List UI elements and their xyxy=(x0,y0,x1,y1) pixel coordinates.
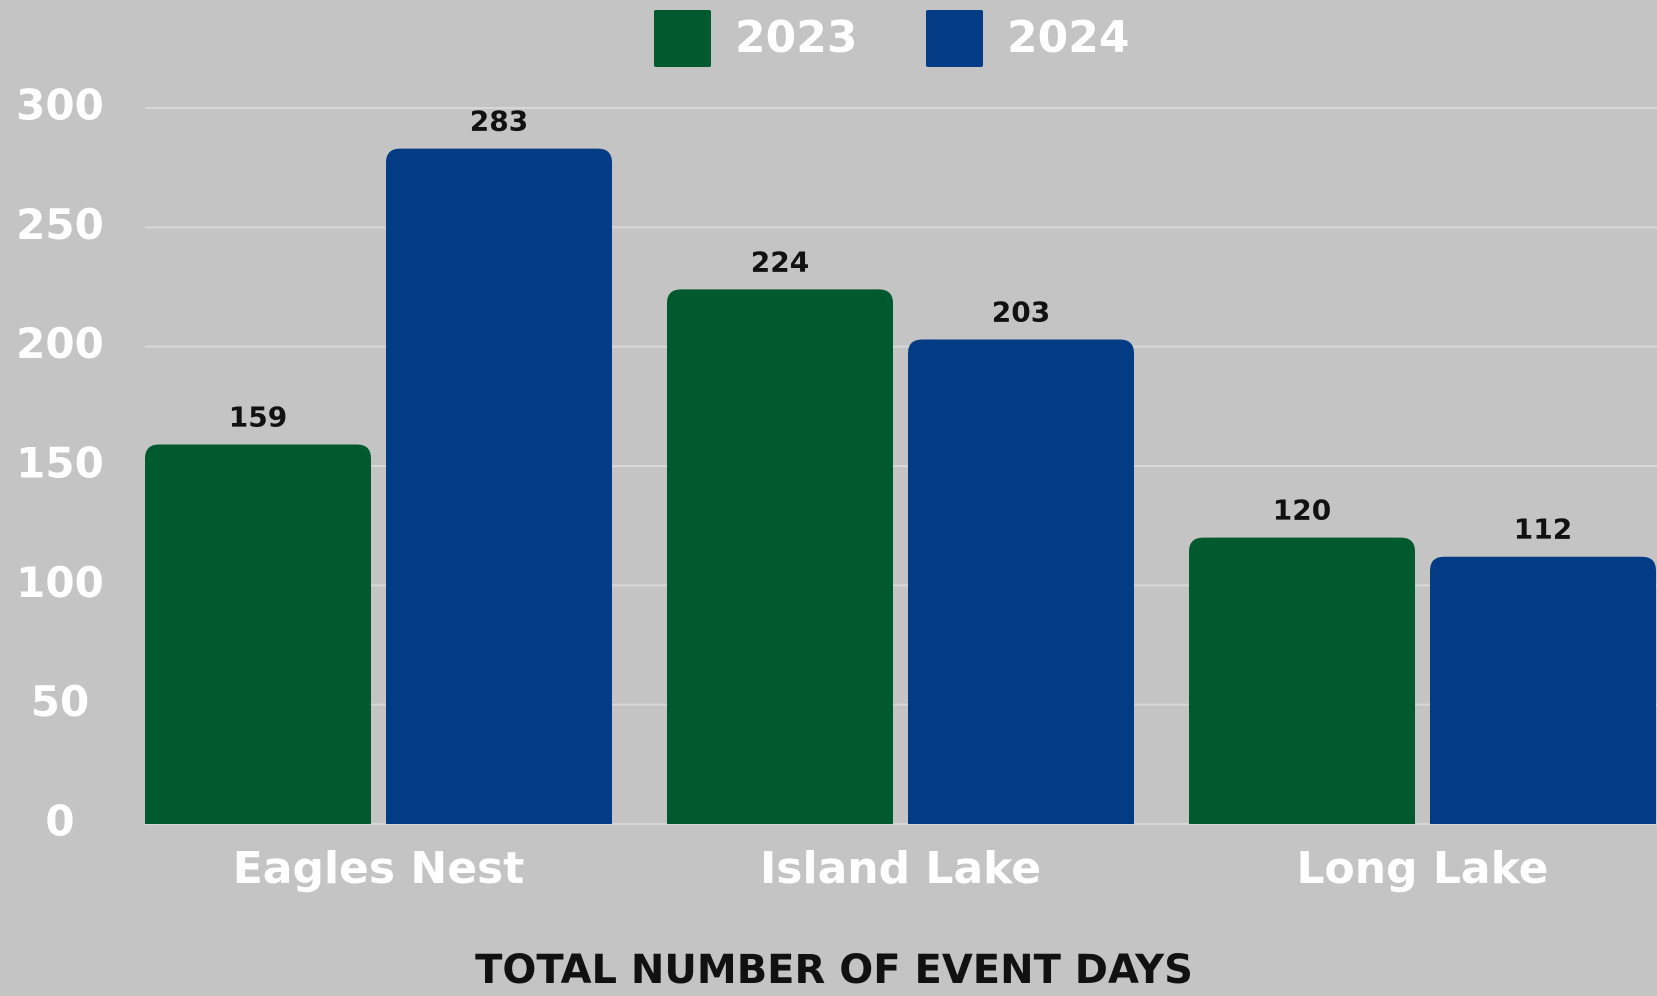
legend-label: 2024 xyxy=(1007,12,1129,63)
data-label: 159 xyxy=(229,401,287,434)
y-tick-label: 150 xyxy=(16,439,104,488)
y-tick-label: 100 xyxy=(16,558,104,607)
y-tick-label: 0 xyxy=(45,797,74,846)
data-label: 112 xyxy=(1514,513,1572,546)
x-tick-label: Eagles Nest xyxy=(233,843,525,894)
x-tick-label: Long Lake xyxy=(1296,843,1548,894)
y-tick-label: 250 xyxy=(16,200,104,249)
x-tick-label: Island Lake xyxy=(760,843,1041,894)
bar xyxy=(1430,556,1656,824)
legend-label: 2023 xyxy=(735,12,857,63)
bar xyxy=(145,444,371,824)
bar xyxy=(1189,537,1415,824)
data-label: 283 xyxy=(470,105,528,138)
data-label: 120 xyxy=(1273,494,1331,527)
data-label: 203 xyxy=(992,296,1050,329)
legend-swatch xyxy=(654,10,711,67)
legend-swatch xyxy=(926,10,983,67)
bar xyxy=(908,339,1134,824)
bar xyxy=(667,289,893,824)
data-label: 224 xyxy=(751,245,809,278)
y-tick-label: 300 xyxy=(16,81,104,130)
y-tick-label: 200 xyxy=(16,319,104,368)
bar xyxy=(386,148,612,824)
x-axis-label: TOTAL NUMBER OF EVENT DAYS xyxy=(475,947,1193,993)
y-tick-label: 50 xyxy=(31,677,89,726)
